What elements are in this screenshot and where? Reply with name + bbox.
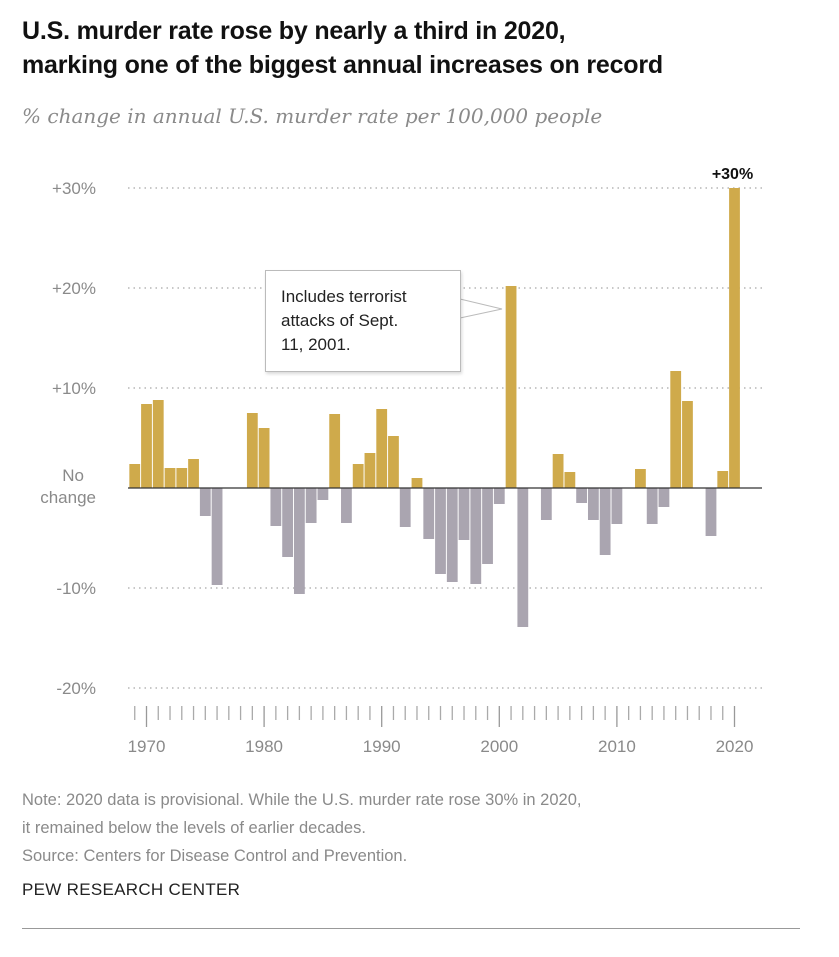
title-line: marking one of the biggest annual increa… [22, 51, 663, 79]
bar-1998 [470, 488, 482, 584]
bar-1984 [305, 488, 317, 523]
bar-1992 [399, 488, 411, 527]
chart-subtitle: % change in annual U.S. murder rate per … [22, 104, 603, 128]
bar-1969 [129, 464, 141, 488]
y-tick-label: -20% [56, 679, 96, 698]
bar-2007 [576, 488, 588, 503]
bar-1995 [435, 488, 446, 574]
callout-line: Includes terrorist [281, 287, 407, 306]
x-tick-label: 1990 [363, 737, 401, 756]
bar-2019 [717, 471, 729, 488]
bar-2004 [540, 488, 552, 520]
bar-1993 [411, 478, 423, 488]
annotation-callout: Includes terrorist attacks of Sept. 11, … [265, 270, 461, 372]
callout-pointer [459, 298, 503, 319]
bar-2018 [705, 488, 717, 536]
x-tick-label: 2020 [716, 737, 754, 756]
bar-2009 [599, 488, 611, 555]
bar-1989 [364, 453, 376, 488]
divider [22, 928, 800, 929]
bar-1973 [176, 468, 188, 488]
bar-1997 [458, 488, 470, 540]
bar-1986 [329, 414, 341, 488]
bar-1979 [246, 413, 258, 488]
callout-line: attacks of Sept. [281, 311, 399, 330]
callout-line: 11, 2001. [281, 335, 351, 354]
bar-1985 [317, 488, 329, 500]
bar-2005 [552, 454, 564, 488]
bar-1976 [211, 488, 223, 585]
note-line: Note: 2020 data is provisional. While th… [22, 791, 582, 809]
bar-2020 [729, 188, 740, 488]
bar-2006 [564, 472, 576, 488]
bar-2008 [587, 488, 599, 520]
brand-name: PEW RESEARCH CENTER [22, 880, 241, 899]
y-tick-label: +20% [52, 279, 96, 298]
bar-1981 [270, 488, 282, 526]
bar-1970 [141, 404, 152, 488]
zero-label: No [62, 466, 84, 485]
bar-1983 [293, 488, 305, 594]
bar-2014 [658, 488, 670, 507]
bar-1972 [164, 468, 176, 488]
chart-note: Note: 2020 data is provisional. While th… [22, 786, 581, 870]
note-line: it remained below the levels of earlier … [22, 819, 366, 837]
data-label-2020: +30% [712, 166, 753, 183]
y-tick-label: +10% [52, 379, 96, 398]
x-tick-label: 1980 [245, 737, 283, 756]
bar-1975 [199, 488, 211, 516]
x-tick-label: 2000 [480, 737, 518, 756]
zero-label: change [40, 488, 96, 507]
bar-2010 [611, 488, 623, 524]
bar-2015 [670, 371, 682, 488]
bar-1991 [388, 436, 399, 488]
bar-2002 [517, 488, 529, 627]
y-tick-label: +30% [52, 179, 96, 198]
bar-1982 [282, 488, 294, 557]
bar-1999 [482, 488, 493, 564]
bar-chart: +30% +20% +10% -10% -20% No change 1970 1980 1990… [40, 166, 762, 756]
bar-2001 [505, 286, 517, 488]
bar-1994 [423, 488, 435, 539]
chart-title: U.S. murder rate rose by nearly a third … [22, 14, 663, 82]
bar-1980 [258, 428, 270, 488]
bar-2013 [646, 488, 658, 524]
bar-1971 [152, 400, 164, 488]
source-line: Source: Centers for Disease Control and … [22, 847, 408, 865]
bar-1996 [446, 488, 458, 582]
bar-1987 [341, 488, 352, 523]
bar-2000 [493, 488, 505, 504]
bar-1974 [188, 459, 199, 488]
bar-1990 [376, 409, 388, 488]
x-tick-label: 1970 [128, 737, 166, 756]
y-tick-label: -10% [56, 579, 96, 598]
bar-1988 [352, 464, 364, 488]
bar-2012 [635, 469, 646, 488]
title-line: U.S. murder rate rose by nearly a third … [22, 17, 566, 45]
x-tick-label: 2010 [598, 737, 636, 756]
bar-2016 [682, 401, 693, 488]
